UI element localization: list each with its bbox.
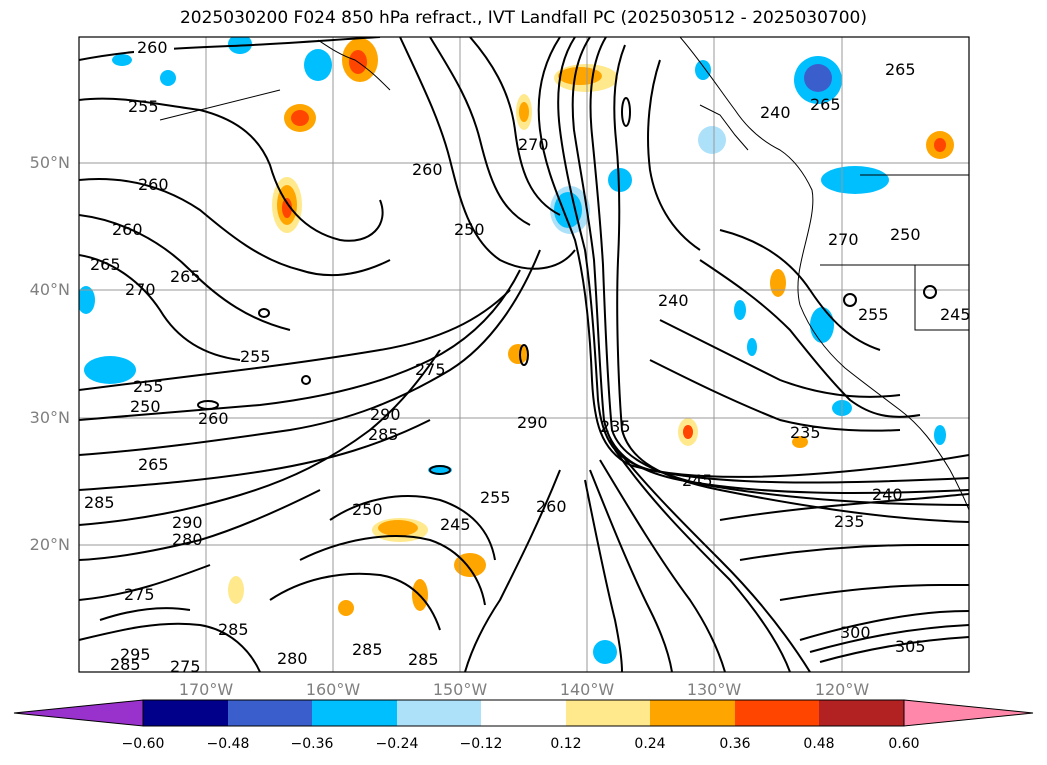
contour-label: 245 (440, 515, 471, 534)
contour-label: 285 (408, 650, 439, 669)
lon-tick-label: 120°W (814, 680, 870, 699)
colorbar-label: −0.24 (375, 736, 419, 752)
lon-tick-label: 160°W (305, 680, 361, 699)
contour-label: 260 (198, 409, 229, 428)
contour-label: 260 (412, 160, 443, 179)
contour-label: 285 (352, 640, 383, 659)
contour-label: 265 (90, 255, 121, 274)
lon-tick-label: 140°W (559, 680, 615, 699)
contour-labels: 260 255 260 260 265 270 265 255 255 250 … (84, 37, 971, 676)
colorbar-segment (481, 700, 566, 726)
map-title: 2025030200 F024 850 hPa refract., IVT La… (179, 8, 867, 28)
contour-label: 235 (834, 512, 865, 531)
lat-tick-label: 50°N (29, 153, 70, 172)
colorbar-segment (735, 700, 819, 726)
contour-label: 285 (84, 493, 115, 512)
colorbar-segment (143, 700, 228, 726)
contour-label: 290 (517, 413, 548, 432)
contour-label: 250 (352, 500, 383, 519)
colorbar-label: −0.12 (459, 736, 503, 752)
lat-tick-label: 40°N (29, 280, 70, 299)
colorbar-segment (228, 700, 312, 726)
colorbar-label: 0.24 (634, 736, 666, 752)
colorbar-label: −0.36 (290, 736, 334, 752)
contour-label: 280 (277, 649, 308, 668)
colorbar-label: 0.48 (803, 736, 835, 752)
lon-tick-label: 130°W (686, 680, 742, 699)
contour-label: 240 (658, 291, 689, 310)
colorbar-label: 0.36 (719, 736, 751, 752)
contour-label: 300 (840, 623, 871, 642)
contour-label: 275 (124, 585, 155, 604)
contour-label: 250 (454, 220, 485, 239)
lat-tick-label: 30°N (29, 408, 70, 427)
colorbar-extend-min (13, 699, 144, 727)
contour-label: 270 (125, 280, 156, 299)
contour-label: 235 (790, 423, 821, 442)
colorbar-segment (819, 700, 904, 726)
contour-label: 240 (872, 485, 903, 504)
contour-label: 265 (810, 95, 841, 114)
contour-label: 265 (885, 60, 916, 79)
colorbar-label: −0.60 (121, 736, 165, 752)
lon-tick-label: 150°W (432, 680, 488, 699)
contour-label: 255 (240, 347, 271, 366)
contour-label: 255 (128, 97, 159, 116)
contour-label: 235 (600, 417, 631, 436)
contour-label: 255 (133, 377, 164, 396)
contour-label: 285 (110, 655, 141, 674)
contour-label: 285 (368, 425, 399, 444)
contour-label: 260 (112, 220, 143, 239)
contour-label: 255 (480, 488, 511, 507)
map-frame (78, 36, 970, 673)
colorbar-segment (566, 700, 650, 726)
colorbar-label: 0.60 (888, 736, 920, 752)
map-plot-area: 260 255 260 260 265 270 265 255 255 250 … (79, 37, 971, 676)
contour-label: 285 (218, 620, 249, 639)
contour-label: 255 (858, 305, 889, 324)
colorbar-label: 0.12 (550, 736, 582, 752)
contour-label: 260 (137, 38, 168, 57)
shaded-anomalies (79, 37, 954, 664)
colorbar-segment (397, 700, 481, 726)
contour-label: 265 (170, 267, 201, 286)
contour-label: 270 (828, 230, 859, 249)
contour-label: 270 (518, 135, 549, 154)
colorbar-segment (650, 700, 735, 726)
contour-label: 275 (415, 360, 446, 379)
colorbar-label: −0.48 (206, 736, 250, 752)
contour-label: 275 (170, 657, 201, 676)
contour-label: 290 (370, 405, 401, 424)
contour-label: 240 (760, 103, 791, 122)
contour-label: 250 (130, 397, 161, 416)
colorbar (13, 699, 1034, 727)
contour-label: 295 (120, 645, 151, 664)
contour-label: 280 (172, 530, 203, 549)
graticule (79, 37, 969, 672)
contour-label: 250 (890, 225, 921, 244)
refractivity-contours (79, 37, 969, 672)
colorbar-segment (312, 700, 397, 726)
contour-label: 305 (895, 637, 926, 656)
contour-label: 265 (138, 455, 169, 474)
contour-label: 260 (138, 175, 169, 194)
contour-label: 260 (536, 497, 567, 516)
contour-label: 245 (940, 305, 971, 324)
coastlines (159, 37, 969, 511)
contour-label: 290 (172, 513, 203, 532)
colorbar-extend-max (903, 699, 1034, 727)
contour-label: 245 (682, 471, 713, 490)
lon-tick-label: 170°W (178, 680, 234, 699)
lat-tick-label: 20°N (29, 535, 70, 554)
